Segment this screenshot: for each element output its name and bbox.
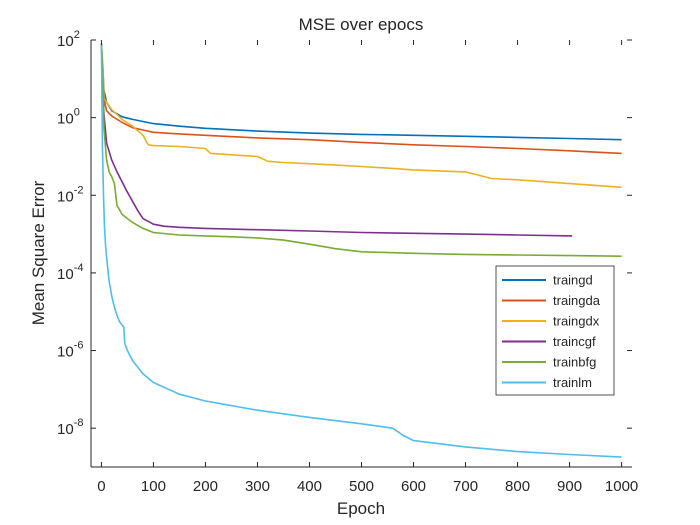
y-tick-label: 100 [57,107,80,128]
legend-label: traingda [553,293,601,308]
y-tick-base: 10 [57,344,74,361]
x-tick-label: 800 [505,478,530,495]
series-line-traingdx [100,43,622,189]
x-tick-label: 400 [297,478,322,495]
y-axis-label: Mean Square Error [29,180,48,325]
legend-label: traingd [553,273,593,288]
x-tick-label: 1000 [605,478,638,495]
x-tick-label: 600 [401,478,426,495]
x-tick-label: 0 [97,478,105,495]
legend-label: traingdx [553,314,600,329]
legend-label: trainlm [553,375,592,390]
legend: traingd traingda traingdx traincgf trainbfg t… [495,265,615,396]
y-tick-base: 10 [57,421,74,438]
x-tick-label: 700 [453,478,478,495]
legend-box [495,265,615,396]
y-tick-exponent: -6 [74,340,84,352]
plot-area [91,40,632,467]
y-tick-base: 10 [57,33,74,50]
y-tick-base: 10 [57,111,74,128]
y-tick-exponent: -4 [74,262,84,274]
legend-label: traincgf [553,334,596,349]
legend-label: trainbfg [553,355,596,370]
y-tick-exponent: 2 [74,29,80,41]
x-tick-label: 900 [557,478,582,495]
y-tick-label: 10-8 [57,417,83,438]
y-tick-label: 10-2 [57,184,83,205]
y-tick-exponent: -8 [74,417,84,429]
y-tick-exponent: 0 [74,107,80,119]
x-axis-label: Epoch [337,499,385,518]
x-tick-label: 500 [349,478,374,495]
y-tick-base: 10 [57,188,74,205]
y-tick-label: 10-4 [57,262,83,283]
x-tick-label: 300 [245,478,270,495]
chart-title: MSE over epocs [299,15,424,34]
series-layer [100,43,622,458]
x-tick-label: 100 [141,478,166,495]
y-tick-base: 10 [57,266,74,283]
x-tick-label: 200 [193,478,218,495]
series-line-traincgf [100,43,573,237]
y-tick-label: 10-6 [57,340,83,361]
x-ticks: 0 100 200 300 400 500 600 700 800 900 1000 [97,40,638,495]
y-tick-exponent: -2 [74,184,84,196]
series-line-traingda [100,43,622,155]
series-line-trainlm [100,43,622,458]
y-tick-label: 102 [57,29,80,50]
series-line-trainbfg [100,43,622,257]
